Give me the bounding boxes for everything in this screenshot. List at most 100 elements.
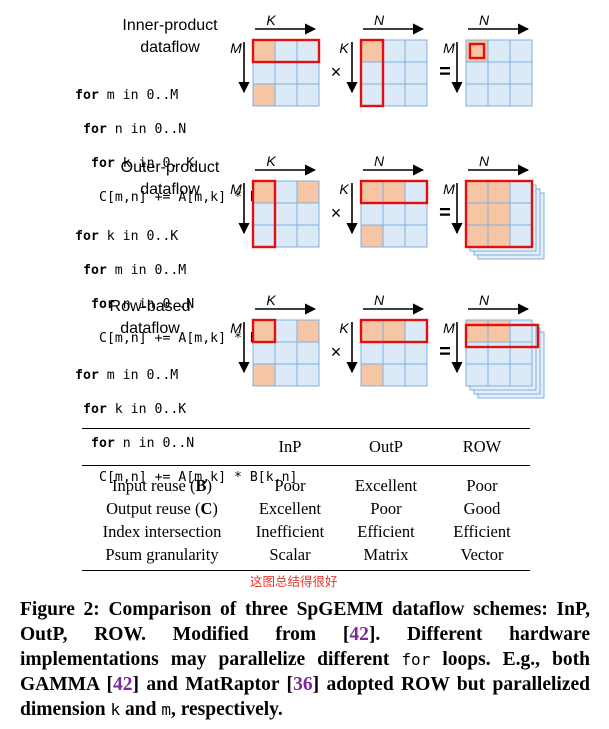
matrix-cell (382, 61, 406, 85)
dimension-label: K (266, 292, 276, 308)
table-row (82, 466, 530, 475)
highlight-box (359, 318, 429, 344)
table-cell: Scalar (269, 544, 311, 564)
nonzero-cell (360, 180, 384, 204)
title-line: dataflow (140, 39, 200, 56)
matrix-cell (296, 39, 320, 63)
matrix-cell (360, 83, 384, 107)
title-line: dataflow (140, 181, 200, 198)
nonzero-cell (382, 180, 406, 204)
matrix-cell (487, 61, 511, 85)
equals-operator: = (439, 61, 451, 83)
nonzero-cell (252, 83, 276, 107)
row-based-code: for m in 0..M for k in 0..K for n in 0..… (75, 350, 298, 503)
highlight-box (359, 179, 429, 205)
code-line: for m in 0..M (75, 368, 179, 383)
matrix-cell (509, 39, 533, 63)
row-based-title: Row-based dataflow (50, 296, 250, 340)
equals-operator: = (439, 202, 451, 224)
matrix-cell (404, 319, 428, 343)
nonzero-cell (296, 180, 320, 204)
table-header-row: InP OutP ROW (82, 428, 530, 466)
nonzero-cell (360, 39, 384, 63)
matrix-cell (509, 202, 533, 226)
matrix-cell (465, 341, 489, 365)
nonzero-cell (487, 202, 511, 226)
nonzero-cell (487, 224, 511, 248)
matrix-cell (465, 83, 489, 107)
matrix-diagrams: K M × N K = N M K M × N K = N M K M × N K = N M (230, 12, 545, 399)
table-row-label: Psum granularity (105, 544, 219, 564)
matrix-cell (296, 363, 320, 387)
matrix-cell (465, 363, 489, 387)
dimension-label: M (230, 181, 242, 197)
matrix-cell (360, 61, 384, 85)
matrix-cell (404, 363, 428, 387)
matrix-cell (296, 202, 320, 226)
title-line: Inner-product (122, 17, 218, 34)
table-cell: Excellent (354, 475, 418, 495)
dimension-label: M (443, 40, 455, 56)
table-cell: Excellent (258, 498, 322, 518)
times-operator: × (331, 62, 342, 82)
table-cell: Efficient (357, 521, 415, 541)
equals-operator: = (439, 341, 451, 363)
matrix-cell (274, 61, 298, 85)
table-row-label: Index intersection (102, 521, 222, 541)
matrix-cell (487, 363, 511, 387)
table-cell: Matrix (363, 544, 409, 564)
nonzero-cell (252, 180, 276, 204)
dimension-label: N (479, 153, 490, 169)
matrix-cell (509, 83, 533, 107)
matrix-cell (404, 341, 428, 365)
nonzero-cell (360, 319, 384, 343)
table-header-cell: ROW (462, 437, 502, 456)
matrix-cell (296, 224, 320, 248)
dimension-label: N (374, 292, 385, 308)
highlight-box (468, 42, 486, 60)
code-line: for n in 0..N (91, 297, 195, 312)
matrix-cell (509, 341, 533, 365)
times-operator: × (331, 342, 342, 362)
dimension-label: N (374, 12, 385, 28)
table-row-label: Output reuse (C) (106, 498, 218, 518)
dimension-label: K (339, 181, 349, 197)
nonzero-cell (296, 319, 320, 343)
dimension-label: N (479, 12, 490, 28)
matrix-cell (487, 83, 511, 107)
dimension-label: N (479, 292, 490, 308)
matrix-cell (509, 61, 533, 85)
matrix-cell (274, 363, 298, 387)
code-line: for k in 0..K (91, 156, 195, 171)
dimension-label: N (374, 153, 385, 169)
matrix-cell (252, 224, 276, 248)
matrix-cell (360, 341, 384, 365)
table-cell: Poor (274, 475, 306, 495)
matrix-cell (382, 83, 406, 107)
matrix-cell (274, 341, 298, 365)
matrix-cell (404, 180, 428, 204)
outer-product-code: for k in 0..K for m in 0..M for n in 0..… (75, 211, 298, 364)
code-line: for n in 0..N (91, 436, 195, 451)
title-line: dataflow (120, 320, 180, 337)
code-line: for m in 0..M (83, 263, 187, 278)
matrix-cell (382, 39, 406, 63)
nonzero-cell (252, 39, 276, 63)
highlight-box (464, 323, 540, 349)
matrix-cell (360, 202, 384, 226)
matrix-cell (404, 83, 428, 107)
matrix-cell (509, 180, 533, 204)
table-cell: Efficient (453, 521, 511, 541)
matrix-cell (296, 341, 320, 365)
table-cell: Vector (460, 544, 504, 564)
matrix-cell (296, 83, 320, 107)
matrix-cell (274, 39, 298, 63)
nonzero-cell (465, 202, 489, 226)
nonzero-cell (487, 180, 511, 204)
nonzero-cell (465, 180, 489, 204)
code-line: for k in 0..K (75, 229, 179, 244)
code-line: for n in 0..N (83, 122, 187, 137)
matrix-cell (487, 341, 511, 365)
matrix-cell (487, 39, 511, 63)
matrix-cell (296, 61, 320, 85)
